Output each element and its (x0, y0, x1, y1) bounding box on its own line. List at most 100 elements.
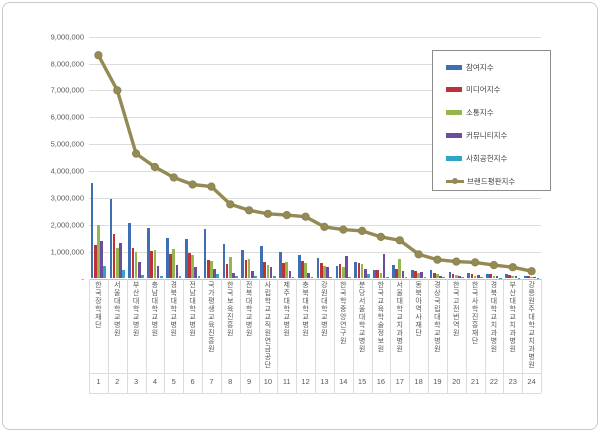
category-separator (446, 278, 448, 393)
bar-소통지수 (473, 275, 477, 279)
brand-index-marker (301, 212, 310, 221)
brand-index-marker (339, 225, 348, 234)
category-separator (277, 278, 279, 393)
category-number: 3 (133, 377, 139, 386)
bar-커뮤니티지수 (345, 255, 348, 279)
category-separator (107, 278, 109, 393)
brand-index-marker (94, 51, 103, 60)
bar-사회공헌지수 (291, 276, 295, 279)
category-number: 22 (489, 377, 499, 386)
legend-item-커뮤니티지수: 커뮤니티지수 (446, 127, 507, 143)
bar-참여지수 (505, 274, 508, 279)
bar-커뮤니티지수 (420, 271, 424, 279)
category-number: 18 (414, 377, 423, 386)
bar-사회공헌지수 (498, 277, 502, 279)
category-separator (220, 278, 222, 393)
category-number: 1 (96, 377, 101, 386)
legend-label: 참여지수 (466, 62, 494, 72)
bar-미디어지수 (432, 272, 436, 279)
bar-사회공헌지수 (329, 276, 333, 279)
category-number: 4 (152, 377, 157, 386)
legend-item-소통지수: 소통지수 (446, 105, 494, 121)
bar-소통지수 (492, 275, 496, 279)
category-number: 10 (263, 377, 273, 386)
y-axis-tick-label: 8,000,000 (50, 59, 84, 69)
bar-미디어지수 (414, 270, 417, 279)
bar-사회공헌지수 (517, 277, 521, 279)
bar-커뮤니티지수 (307, 272, 311, 279)
y-axis-tick-label: - (81, 274, 85, 283)
brand-index-marker (358, 226, 367, 235)
category-separator (390, 278, 392, 393)
gridline (89, 197, 541, 199)
bar-참여지수 (486, 273, 489, 279)
y-axis-tick-label: 3,000,000 (50, 193, 84, 203)
bar-미디어지수 (527, 276, 530, 279)
bar-미디어지수 (470, 273, 474, 279)
legend-swatch-icon (446, 110, 462, 116)
bar-참여지수 (410, 270, 414, 279)
bar-참여지수 (429, 269, 433, 279)
legend-label: 소통지수 (466, 108, 494, 118)
legend-label: 커뮤니티지수 (466, 130, 508, 140)
category-separator (183, 278, 185, 393)
category-separator (503, 278, 505, 393)
brand-index-marker (282, 211, 291, 220)
category-number: 6 (190, 377, 195, 386)
category-number: 16 (376, 377, 386, 386)
category-separator (371, 278, 373, 393)
category-separator (164, 278, 166, 393)
category-separator (541, 278, 542, 393)
legend: 참여지수 미디어지수 소통지수 커뮤니티지수 사회공헌지수 브랜드평판지수 (432, 50, 551, 191)
brand-index-marker (433, 255, 442, 264)
y-axis-tick-label: 7,000,000 (50, 85, 84, 95)
bar-사회공헌지수 (235, 276, 238, 279)
bar-커뮤니티지수 (232, 272, 235, 279)
legend-label: 미디어지수 (466, 85, 501, 95)
category-separator (145, 278, 147, 393)
bar-미디어지수 (93, 244, 97, 279)
brand-index-marker (207, 182, 216, 191)
bar-소통지수 (417, 272, 420, 279)
bar-사회공헌지수 (461, 277, 464, 279)
legend-label: 브랜드평판지수 (467, 176, 516, 186)
category-number: 12 (301, 377, 310, 386)
category-separator (202, 278, 203, 393)
brand-index-marker (376, 232, 386, 241)
category-number: 13 (320, 377, 329, 386)
legend-swatch-icon (446, 132, 462, 138)
legend-item-참여지수: 참여지수 (446, 59, 494, 75)
bar-참여지수 (90, 182, 94, 279)
category-number: 8 (228, 377, 233, 386)
bar-커뮤니티지수 (213, 269, 216, 279)
bar-사회공헌지수 (103, 266, 107, 279)
bar-커뮤니티지수 (288, 270, 292, 279)
bar-커뮤니티지수 (514, 276, 518, 279)
bar-미디어지수 (508, 275, 511, 279)
category-separator (465, 278, 467, 393)
bar-사회공헌지수 (159, 275, 163, 279)
category-separator (428, 278, 429, 393)
category-separator (484, 278, 486, 393)
category-number: 17 (395, 377, 404, 386)
bar-사회공헌지수 (480, 277, 483, 279)
bar-사회공헌지수 (536, 277, 540, 279)
bar-사회공헌지수 (216, 274, 220, 279)
category-separator (126, 278, 128, 393)
legend-item-미디어지수: 미디어지수 (446, 82, 501, 98)
brand-index-marker (132, 149, 141, 158)
category-number: 19 (433, 377, 442, 386)
category-number: 15 (357, 377, 367, 386)
brand-index-marker (245, 206, 254, 215)
